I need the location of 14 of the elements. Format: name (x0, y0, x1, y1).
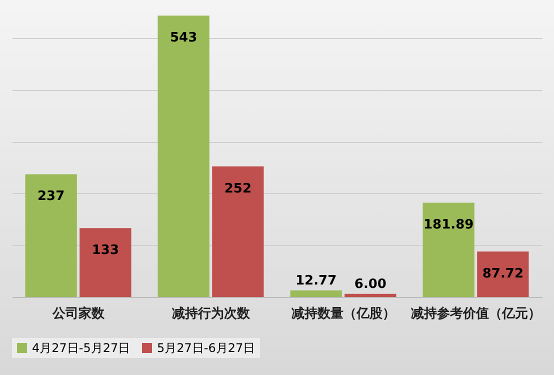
data-label: 543 (170, 30, 198, 46)
data-label: 237 (38, 189, 65, 204)
legend-label: 5月27日-6月27日 (157, 341, 256, 355)
x-tick-label: 公司家数 (51, 306, 106, 322)
data-label: 252 (224, 181, 252, 196)
x-tick-label: 减持数量（亿股） (291, 306, 396, 322)
x-tick-label: 减持参考价值（亿元） (410, 306, 541, 322)
data-label: 6.00 (354, 276, 386, 292)
data-label: 133 (92, 243, 119, 258)
x-tick-label: 减持行为次数 (172, 306, 251, 322)
data-label: 87.72 (482, 266, 524, 282)
data-label: 12.77 (296, 273, 337, 288)
legend-label: 4月27日-5月27日 (32, 341, 130, 355)
data-label: 181.89 (423, 218, 474, 233)
